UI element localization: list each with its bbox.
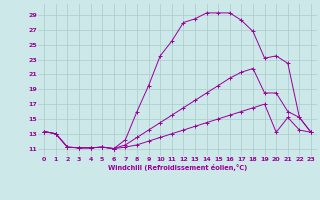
X-axis label: Windchill (Refroidissement éolien,°C): Windchill (Refroidissement éolien,°C) bbox=[108, 164, 247, 171]
